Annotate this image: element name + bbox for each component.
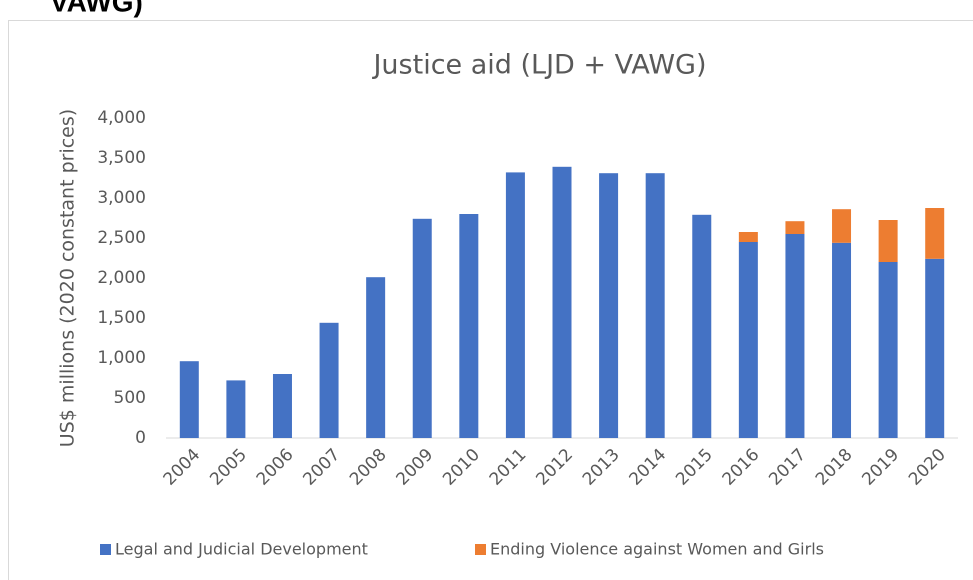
y-tick-label: 1,000: [97, 348, 146, 368]
bar-segment: [645, 173, 665, 438]
bar-segment: [925, 258, 945, 438]
bar-segment: [412, 218, 432, 438]
bar-segment: [226, 380, 246, 438]
bar-segment: [459, 214, 479, 438]
bar-segment: [552, 166, 572, 439]
chart-frame: [8, 20, 973, 580]
y-tick-label: 4,000: [97, 108, 146, 128]
y-tick-label: 500: [114, 388, 146, 408]
bar-segment: [878, 262, 898, 438]
legend-label: Ending Violence against Women and Girls: [490, 540, 824, 559]
legend-label: Legal and Judicial Development: [115, 540, 368, 559]
bar-segment: [738, 232, 758, 242]
chart-title: Justice aid (LJD + VAWG): [371, 50, 706, 81]
bar-segment: [179, 361, 199, 438]
y-tick-label: 3,500: [97, 148, 146, 168]
legend-swatch: [475, 544, 486, 555]
bar-segment: [692, 214, 712, 438]
bar-segment: [366, 277, 386, 438]
y-tick-label: 1,500: [97, 308, 146, 328]
bar-segment: [505, 172, 525, 438]
y-tick-label: 2,500: [97, 228, 146, 248]
heading-fragment: VAWG): [50, 0, 143, 17]
y-axis-label: US$ millions (2020 constant prices): [57, 109, 79, 447]
y-tick-label: 3,000: [97, 188, 146, 208]
bar-segment: [738, 242, 758, 438]
bar-segment: [599, 173, 619, 438]
bar-segment: [785, 221, 805, 234]
bar-segment: [832, 242, 852, 438]
bar-segment: [785, 234, 805, 438]
bar-segment: [272, 374, 292, 438]
bar-segment: [925, 208, 945, 259]
bar-segment: [878, 220, 898, 262]
bar-segment: [832, 209, 852, 243]
bar-segment: [319, 322, 339, 438]
legend-swatch: [100, 544, 111, 555]
y-tick-label: 2,000: [97, 268, 146, 288]
y-tick-label: 0: [135, 428, 146, 448]
